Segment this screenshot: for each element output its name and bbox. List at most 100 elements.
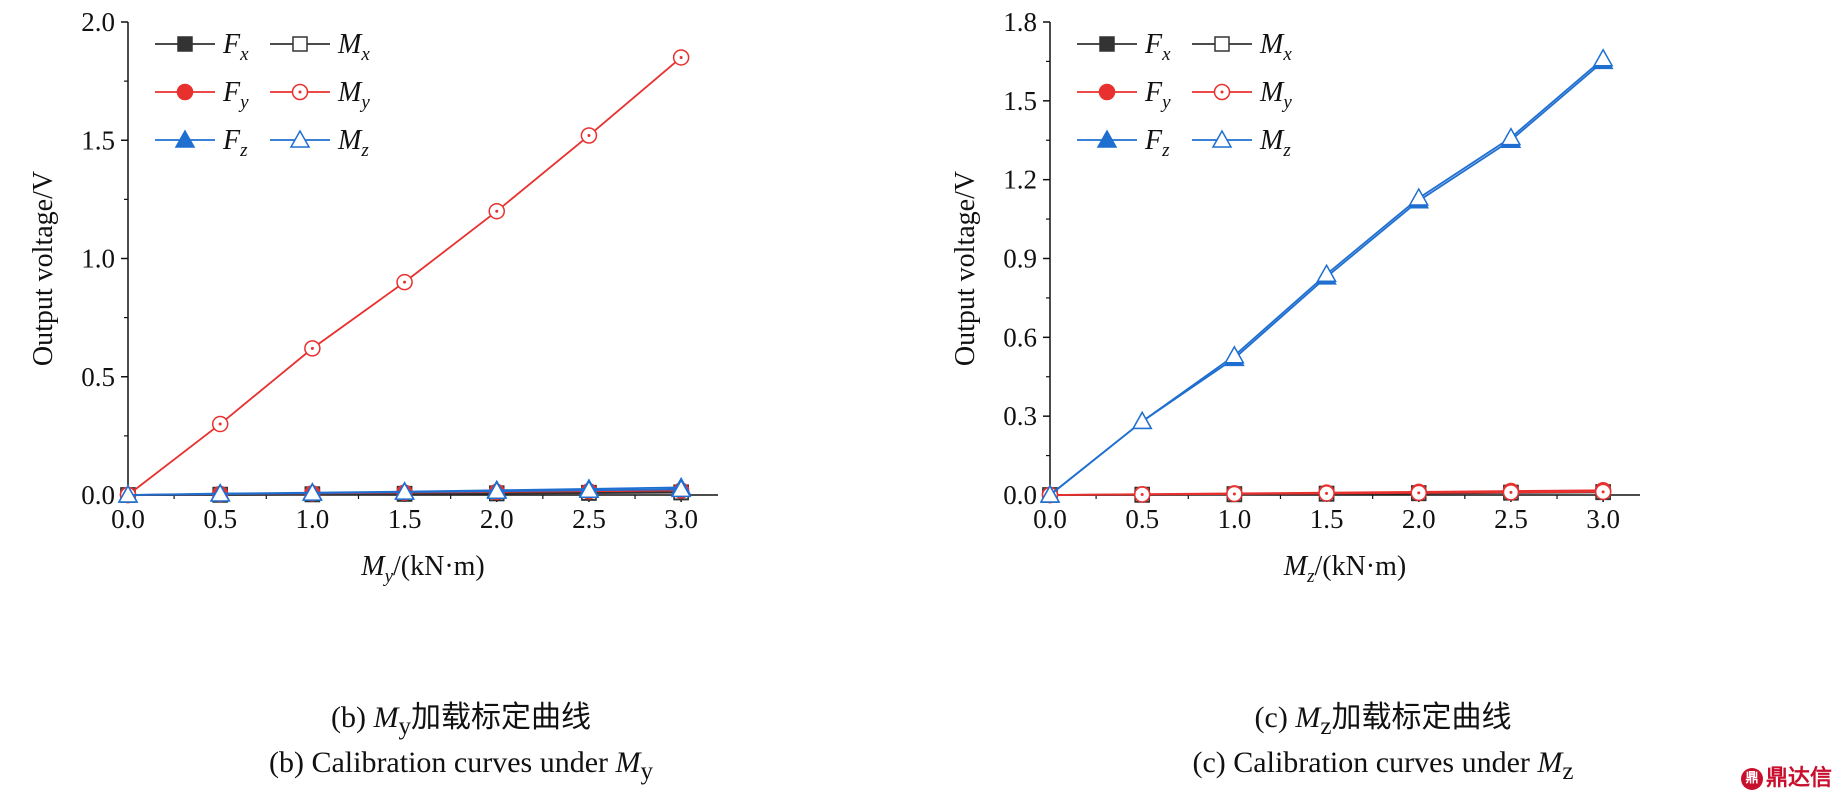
caption-c-en-symbol: M [1537,746,1563,779]
legend-marker-Fx [177,36,193,52]
data-point-My-dot [495,209,499,213]
chart-b: 0.0 0.5 1.0 1.5 2.0 2.5 3.0 0.0 0.5 1.0 1.5 2.0 Outp… [28,7,718,587]
y-tick-label: 0.9 [1003,244,1037,274]
legend-label-Fx: Fx [222,29,249,65]
legend-label-Mx-subscript: x [360,44,370,65]
caption-c-chinese: (c) Mz加载标定曲线 [922,700,1844,745]
data-point-Mz [1500,127,1522,146]
legend-label-Mx-symbol: M [1259,29,1285,60]
legend-label-Fx-symbol: F [222,29,241,60]
legend-label-My-subscript: y [1281,92,1292,113]
y-tick-label: 0.5 [81,362,115,392]
x-axis-label: Mz/(kN·m) [1283,551,1407,587]
x-tick-label: 0.5 [1125,504,1159,534]
legend-label-Fz: Fz [222,125,248,161]
caption-c-cn-symbol: M [1295,701,1321,734]
y-tick-label: 1.8 [1003,7,1037,37]
legend-label-Mz-symbol: M [337,125,363,156]
data-point-Mz [1224,345,1245,364]
legend-label-Mz-symbol: M [1259,125,1285,156]
legend-label-Fy-subscript: y [238,92,249,113]
legend-item-Fx: Fx [1077,29,1171,65]
caption-b-chinese: (b) My加载标定曲线 [0,700,922,745]
series-Mz [1039,48,1614,503]
legend-marker-Mx [292,36,308,52]
legend-item-Fy: Fy [155,77,249,113]
legend-label-Mx-symbol: M [337,29,363,60]
legend-item-My: My [270,77,370,113]
legend-marker-Fx [1099,36,1115,52]
legend-item-Mz: Mz [1192,125,1291,161]
y-tick-label: 1.5 [1003,86,1037,116]
legend-label-Fx-symbol: F [1144,29,1163,60]
legend-label-Mz-subscript: z [1282,140,1291,161]
x-axis-label-unit: /(kN·m) [393,551,485,582]
data-point-Mz [209,483,231,502]
legend-marker-Mx [1214,36,1230,52]
x-tick-label: 2.0 [1402,504,1436,534]
legend-item-Mx: Mx [270,29,370,65]
legend-label-Mz-subscript: z [360,140,369,161]
caption-b-en-text: (b) Calibration curves under [268,746,616,779]
legend-marker-Fy [176,83,194,101]
caption-b-en-symbol: M [615,746,641,779]
legend-label-My-symbol: M [337,77,363,108]
data-point-Mz [1408,187,1430,206]
data-point-My-dot [1417,491,1421,495]
legend-item-Mx: Mx [1192,29,1292,65]
legend-label-Fx-subscript: x [239,44,249,65]
chart-c: 0.0 0.5 1.0 1.5 2.0 2.5 3.0 0.0 0.3 0.6 0.9 1.2 1.5 1… [950,7,1640,587]
y-axis-label: Output voltage/V [28,171,59,366]
legend-label-My: My [1259,77,1292,113]
data-point-My-dot [403,280,407,284]
x-tick-label: 1.5 [388,504,422,534]
data-point-Mz [578,479,600,499]
legend-label-Mz: Mz [1259,125,1291,161]
legend-label-Fz-symbol: F [222,125,241,156]
legend-marker-Mz [289,129,311,148]
data-point-My-dot [1601,490,1605,494]
legend-marker-Fz [1096,129,1118,148]
y-tick-label: 0.6 [1003,322,1037,352]
legend-label-Fy: Fy [1144,77,1171,113]
legend-label-My-symbol: M [1259,77,1285,108]
y-tick-label: 1.5 [81,125,115,155]
x-tick-label: 2.5 [1494,504,1528,534]
legend-marker-My-dot [1220,90,1224,94]
x-axis-label-symbol: M [1283,551,1309,582]
y-tick-label: 2.0 [81,7,115,37]
x-tick-label: 0.0 [1033,504,1067,534]
x-axis-label-symbol: M [360,551,386,582]
legend-label-Mx: Mx [337,29,370,65]
x-tick-label: 1.5 [1310,504,1344,534]
data-point-Mz [670,478,692,498]
data-point-Mz [1039,484,1061,503]
caption-c-cn-subscript: z [1320,713,1332,740]
legend-label-Fx: Fx [1144,29,1171,65]
watermark-icon: 鼎 [1740,768,1763,790]
caption-b-en-subscript: y [640,758,654,785]
legend-item-Mz: Mz [270,125,369,161]
caption-c-english: (c) Calibration curves under Mz [922,745,1844,790]
x-tick-label: 1.0 [296,504,330,534]
y-tick-label: 0.0 [1003,480,1037,510]
series-My [1041,483,1612,504]
legend-label-Fz-subscript: z [239,140,248,161]
chart-panel-b: 0.0 0.5 1.0 1.5 2.0 2.5 3.0 0.0 0.5 1.0 1.5 2.0 Outp… [0,7,922,785]
legend-label-Fz: Fz [1144,125,1170,161]
chart-panel-c: 0.0 0.5 1.0 1.5 2.0 2.5 3.0 0.0 0.3 0.6 0.9 1.2 1.5 1… [922,0,1844,800]
x-axis-label: My/(kN·m) [360,551,485,587]
legend-label-Mx: Mx [1259,29,1292,65]
caption-c-cn-prefix: (c) [1254,701,1296,734]
legend-item-Fz: Fz [1077,125,1170,161]
x-axis-label-unit: /(kN·m) [1314,551,1406,582]
y-tick-label: 1.2 [1003,165,1037,195]
data-point-My-dot [1232,492,1236,496]
legend-marker-Mz [1211,129,1233,148]
watermark-logo: 鼎鼎达信 [1740,760,1832,792]
data-point-Mz [394,481,415,500]
x-axis-label-subscript: y [383,566,394,587]
x-tick-label: 0.0 [111,504,145,534]
